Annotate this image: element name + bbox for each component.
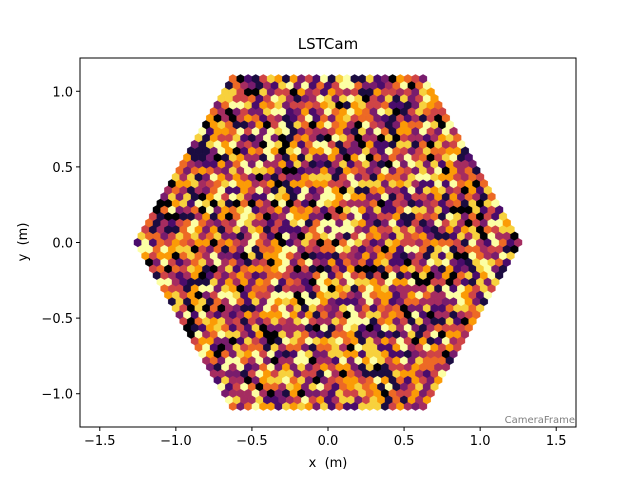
chart-title: LSTCam <box>298 35 358 53</box>
x-axis-label: x (m) <box>309 456 348 471</box>
x-tick-label: 1.0 <box>470 434 491 449</box>
x-tick-label: −0.5 <box>236 434 268 449</box>
x-tick-label: 1.5 <box>546 434 567 449</box>
y-tick-label: 0.5 <box>52 161 73 176</box>
y-axis-label: y (m) <box>16 223 31 262</box>
x-tick-label: 0.0 <box>318 434 339 449</box>
y-tick-label: −1.0 <box>41 388 73 403</box>
x-tick-label: −1.5 <box>84 434 116 449</box>
camera-pixel <box>419 74 428 84</box>
x-tick-label: −1.0 <box>160 434 192 449</box>
y-tick-label: −0.5 <box>41 312 73 327</box>
camera-frame-label: CameraFrame <box>505 415 575 426</box>
x-axis-ticks: −1.5 −1.0 −0.5 0.0 0.5 1.0 1.5 <box>84 427 567 449</box>
y-tick-label: 1.0 <box>52 85 73 100</box>
x-tick-label: 0.5 <box>394 434 415 449</box>
y-axis-ticks: −1.0 −0.5 0.0 0.5 1.0 <box>41 85 80 403</box>
camera-pixels <box>133 74 523 411</box>
y-tick-label: 0.0 <box>52 237 73 252</box>
